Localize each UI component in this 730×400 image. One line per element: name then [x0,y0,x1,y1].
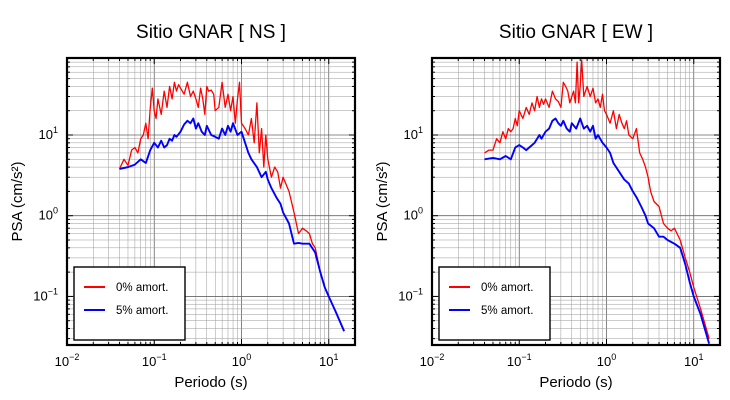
panel-ns: 10−2 10−1 100 101 10−1 100 101 Sitio GNAR [ NS … [9,22,357,391]
x-axis-label: Periodo (s) [174,374,247,391]
series-line-undamped [118,81,345,331]
chart-title: Sitio GNAR [ NS ] [136,22,286,43]
legend-box [73,266,186,341]
y-tick-label: 100 [39,206,58,223]
legend-label: 0% amort. [116,282,168,294]
x-tick-label: 10−2 [55,352,80,369]
y-tick-label: 101 [39,125,58,142]
y-axis-label: PSA (cm/s²) [9,161,26,241]
plot-frame [65,56,357,347]
plot-frame [430,56,722,347]
y-tick-label: 10−1 [398,286,423,303]
chart-title: Sitio GNAR [ EW ] [499,22,653,43]
grid [66,57,356,345]
legend: 0% amort. 5% amort. [438,266,551,341]
y-tick-label: 101 [404,125,423,142]
y-tick-label: 10−1 [33,286,58,303]
x-tick-label: 101 [684,352,703,369]
x-tick-label: 10−1 [142,352,167,369]
x-tick-label: 10−1 [507,352,532,369]
x-tick-label: 100 [232,352,251,369]
x-tick-label: 100 [597,352,616,369]
y-tick-label: 100 [404,206,423,223]
legend-label: 0% amort. [481,282,533,294]
series-line-undamped [484,59,710,339]
x-axis-label: Periodo (s) [539,374,612,391]
legend-label: 5% amort. [481,305,533,317]
legend-label: 5% amort. [116,305,168,317]
x-tick-label: 10−2 [420,352,445,369]
panel-ew: 10−2 10−1 100 101 10−1 100 101 Sitio GNAR [ EW … [374,22,722,391]
legend: 0% amort. 5% amort. [73,266,186,341]
series-line-damped [119,117,345,332]
series-line-damped [484,117,711,344]
legend-box [438,266,551,341]
y-axis-label: PSA (cm/s²) [374,161,391,241]
x-tick-label: 101 [319,352,338,369]
